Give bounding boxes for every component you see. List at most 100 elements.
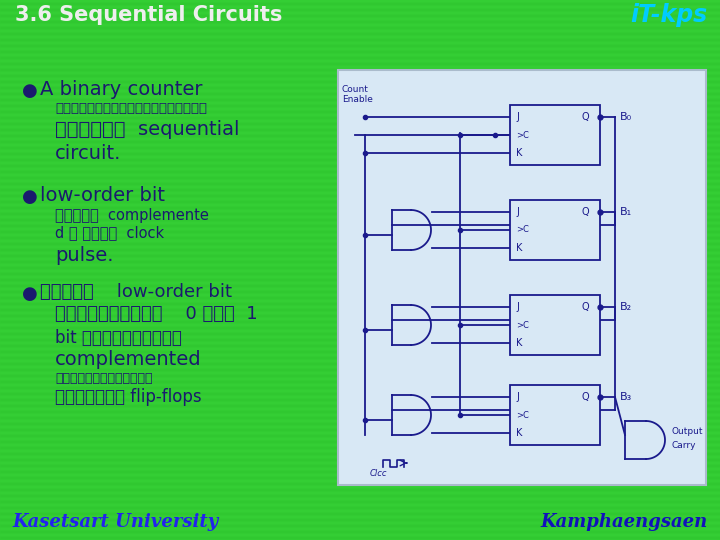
Bar bbox=[0, 0, 720, 1]
Bar bbox=[0, 465, 720, 466]
Bar bbox=[0, 291, 720, 292]
Bar bbox=[0, 309, 720, 310]
Text: bit ต่อไปจะถูก: bit ต่อไปจะถูก bbox=[55, 329, 182, 347]
Text: B₃: B₃ bbox=[620, 392, 632, 402]
Bar bbox=[0, 357, 720, 358]
Bar bbox=[0, 519, 720, 520]
Bar bbox=[0, 42, 720, 43]
Bar bbox=[0, 399, 720, 400]
Text: Carry: Carry bbox=[671, 441, 696, 449]
Text: J: J bbox=[516, 207, 519, 217]
Bar bbox=[0, 186, 720, 187]
Text: Kamphaengsaen: Kamphaengsaen bbox=[541, 513, 708, 531]
Text: ●: ● bbox=[22, 82, 37, 100]
Bar bbox=[0, 141, 720, 142]
Text: เมื่อ    low-order bit: เมื่อ low-order bit bbox=[40, 283, 232, 301]
Bar bbox=[0, 222, 720, 223]
Text: B₂: B₂ bbox=[620, 302, 632, 312]
Bar bbox=[0, 453, 720, 454]
Bar bbox=[0, 240, 720, 241]
Bar bbox=[0, 21, 720, 22]
Bar bbox=[0, 468, 720, 469]
Bar bbox=[0, 420, 720, 421]
Text: K: K bbox=[516, 428, 523, 438]
Bar bbox=[0, 423, 720, 424]
Text: J: J bbox=[516, 392, 519, 402]
Bar bbox=[0, 315, 720, 316]
Bar bbox=[0, 84, 720, 85]
Text: circuit.: circuit. bbox=[55, 144, 122, 163]
Bar bbox=[0, 150, 720, 151]
Bar bbox=[0, 450, 720, 451]
Text: Q: Q bbox=[582, 112, 590, 122]
Bar bbox=[0, 489, 720, 490]
Bar bbox=[0, 138, 720, 139]
Bar bbox=[0, 531, 720, 532]
Bar bbox=[0, 30, 720, 31]
Bar bbox=[0, 345, 720, 346]
Bar bbox=[0, 435, 720, 436]
Bar bbox=[0, 462, 720, 463]
Bar bbox=[0, 90, 720, 91]
Bar bbox=[0, 177, 720, 178]
Text: Clcc: Clcc bbox=[370, 469, 387, 477]
Bar bbox=[0, 438, 720, 439]
Bar bbox=[0, 198, 720, 199]
Bar bbox=[0, 384, 720, 385]
Bar bbox=[0, 33, 720, 34]
Bar bbox=[0, 255, 720, 256]
Bar bbox=[0, 219, 720, 220]
Bar bbox=[0, 39, 720, 40]
Bar bbox=[0, 483, 720, 484]
Bar bbox=[0, 45, 720, 46]
Bar bbox=[0, 225, 720, 226]
Bar bbox=[0, 300, 720, 301]
Bar bbox=[0, 168, 720, 169]
Text: B₀: B₀ bbox=[620, 112, 632, 122]
Bar bbox=[0, 459, 720, 460]
Text: และจะทำให้แถว: และจะทำให้แถว bbox=[55, 372, 153, 385]
Bar bbox=[0, 210, 720, 211]
Bar bbox=[0, 372, 720, 373]
Bar bbox=[0, 306, 720, 307]
Text: ●: ● bbox=[22, 188, 37, 206]
Bar bbox=[0, 348, 720, 349]
Bar bbox=[0, 270, 720, 271]
Bar bbox=[0, 51, 720, 52]
Text: การใช้  sequential: การใช้ sequential bbox=[55, 120, 240, 139]
Bar bbox=[510, 385, 600, 445]
Bar bbox=[0, 231, 720, 232]
Bar bbox=[0, 234, 720, 235]
Bar bbox=[0, 123, 720, 124]
FancyBboxPatch shape bbox=[338, 70, 706, 485]
Bar bbox=[0, 351, 720, 352]
Bar bbox=[0, 366, 720, 367]
Bar bbox=[0, 288, 720, 289]
Bar bbox=[0, 129, 720, 130]
Bar bbox=[0, 510, 720, 511]
Bar bbox=[0, 432, 720, 433]
Bar bbox=[0, 276, 720, 277]
Bar bbox=[0, 447, 720, 448]
Bar bbox=[0, 18, 720, 19]
Bar bbox=[0, 429, 720, 430]
Bar bbox=[0, 180, 720, 181]
Bar bbox=[0, 363, 720, 364]
Bar bbox=[0, 156, 720, 157]
Bar bbox=[0, 201, 720, 202]
Bar bbox=[0, 96, 720, 97]
Bar bbox=[0, 189, 720, 190]
Bar bbox=[0, 66, 720, 67]
Bar bbox=[0, 369, 720, 370]
Bar bbox=[0, 267, 720, 268]
Bar bbox=[0, 111, 720, 112]
Bar bbox=[0, 486, 720, 487]
Text: pulse.: pulse. bbox=[55, 246, 114, 265]
Bar bbox=[0, 471, 720, 472]
Bar bbox=[0, 282, 720, 283]
Bar bbox=[0, 81, 720, 82]
Bar bbox=[0, 114, 720, 115]
Text: 3.6 Sequential Circuits: 3.6 Sequential Circuits bbox=[15, 5, 282, 25]
Text: Q: Q bbox=[582, 302, 590, 312]
Bar bbox=[0, 108, 720, 109]
